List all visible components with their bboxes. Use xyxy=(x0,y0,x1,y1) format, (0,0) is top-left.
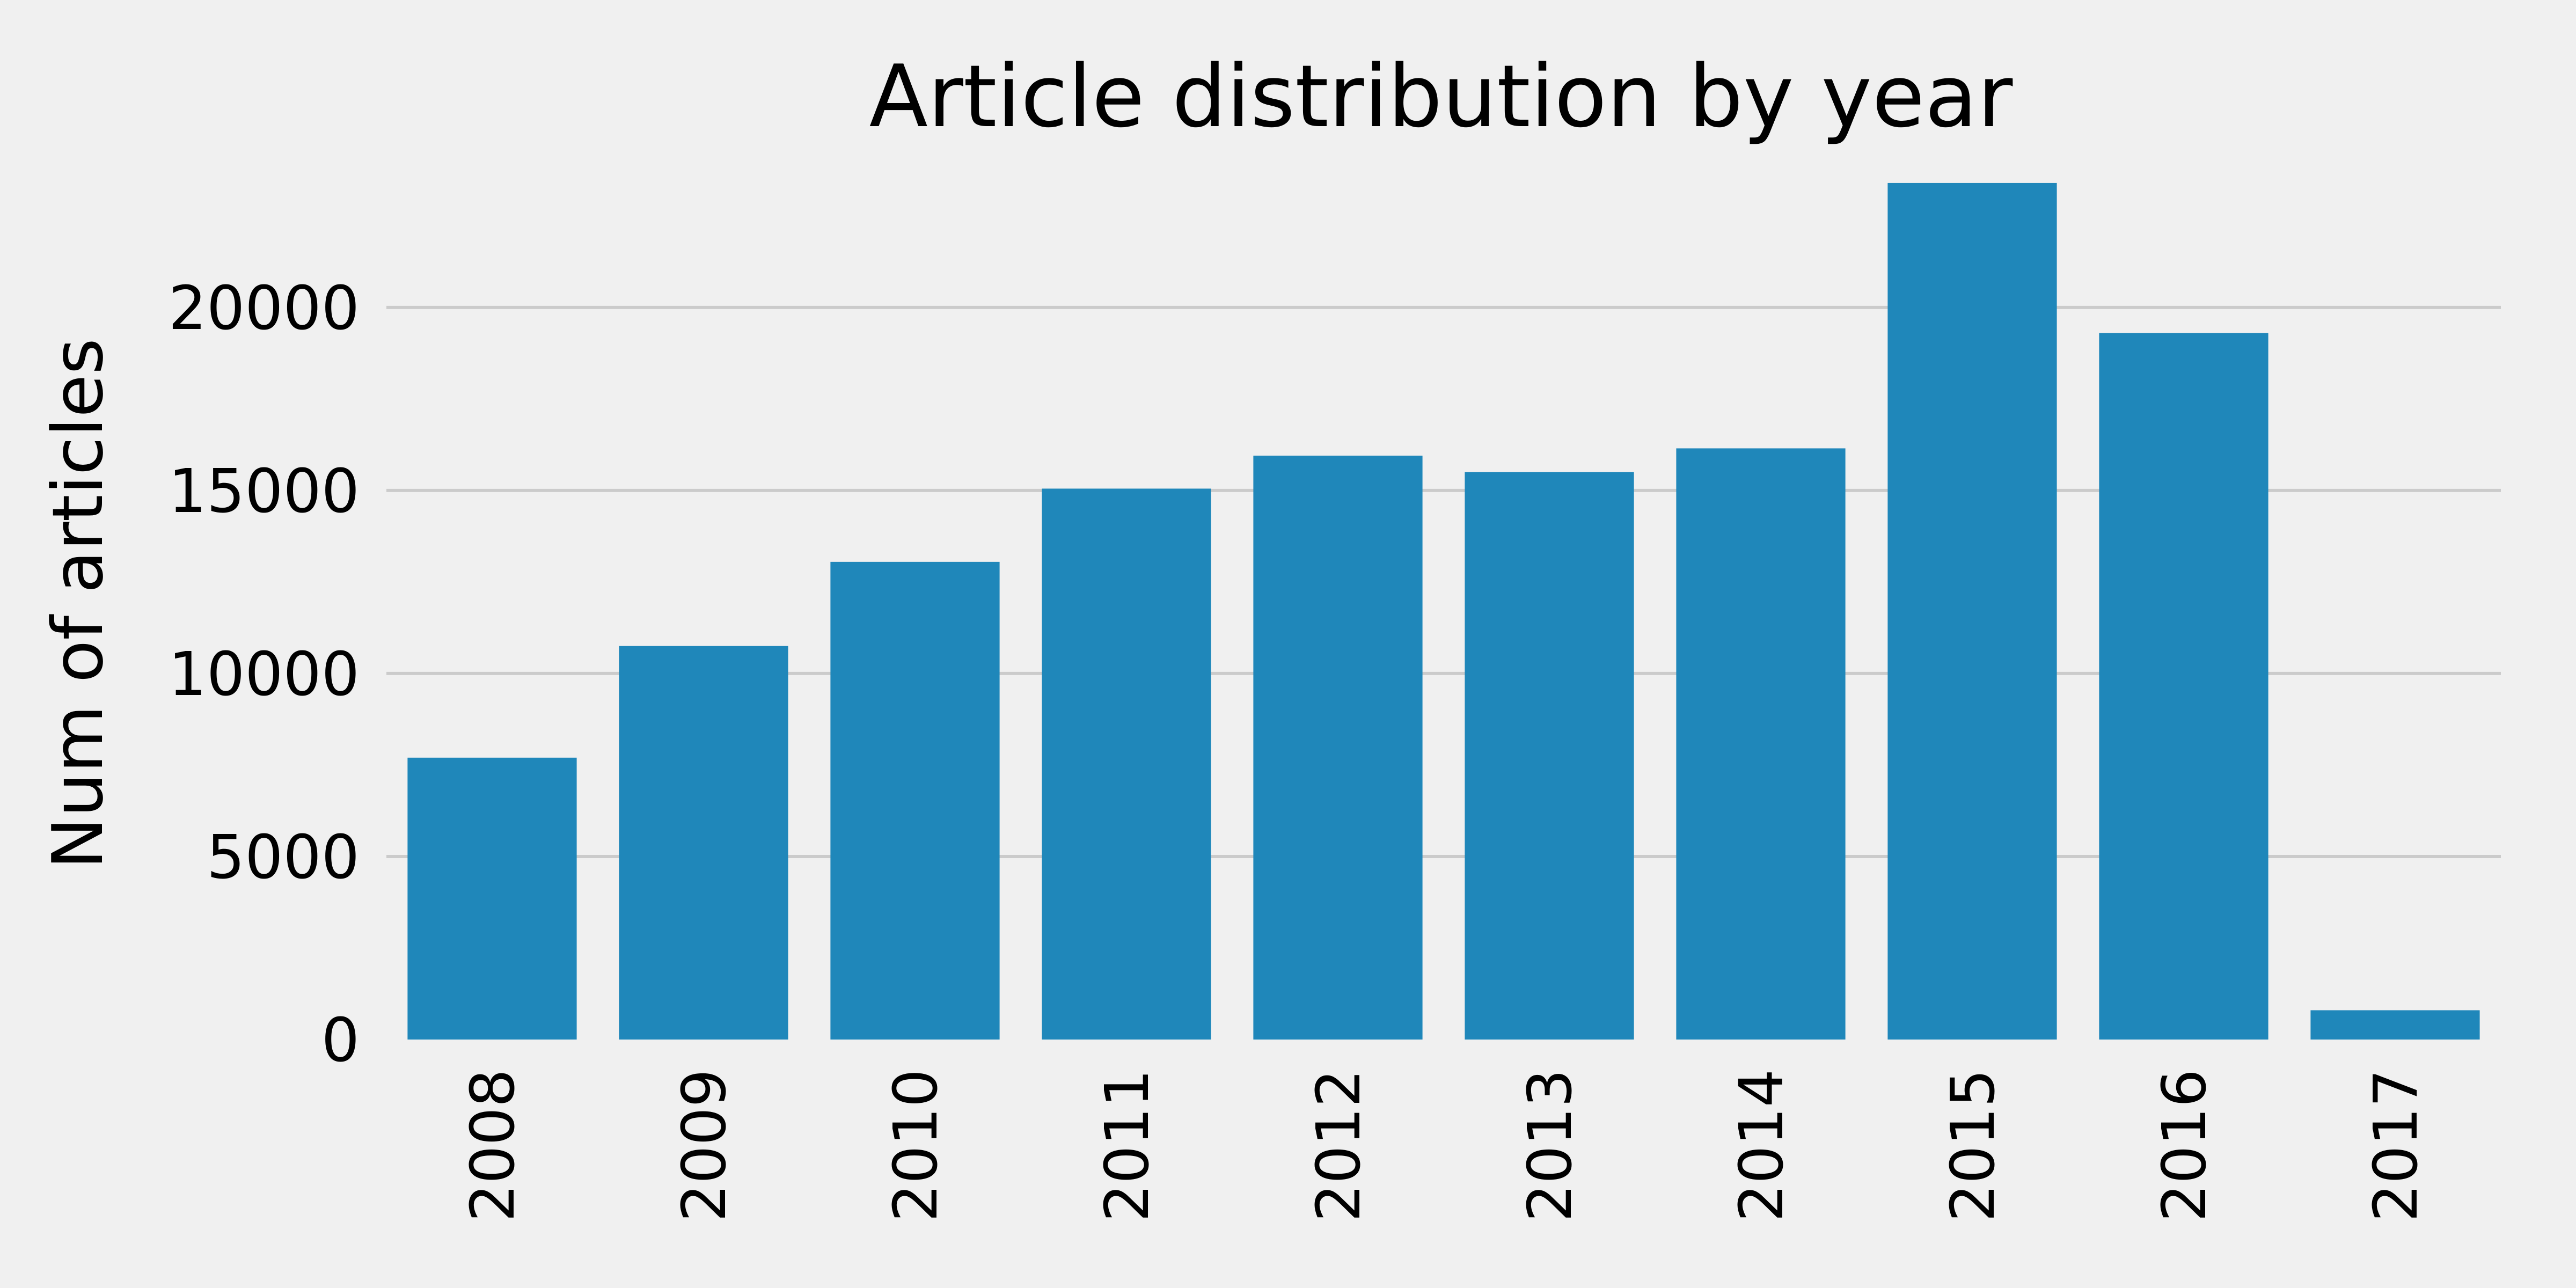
bar-2016 xyxy=(2099,333,2268,1040)
chart-title: Article distribution by year xyxy=(869,46,2013,147)
bar-2012 xyxy=(1253,456,1423,1040)
x-tick-labels: 2008 2009 2010 2011 2012 2013 2014 2015 2016 2017 xyxy=(458,1069,2431,1222)
bars xyxy=(407,182,2480,1040)
x-tick-label: 2010 xyxy=(881,1069,951,1222)
bar-2011 xyxy=(1042,488,1211,1040)
x-tick-label: 2016 xyxy=(2150,1069,2220,1222)
bar-2009 xyxy=(619,646,788,1040)
x-tick-label: 2014 xyxy=(1727,1069,1797,1222)
y-tick-labels: 0 5000 10000 15000 20000 xyxy=(169,274,360,1075)
x-tick-label: 2015 xyxy=(1938,1069,2008,1222)
bar-2010 xyxy=(830,561,1000,1040)
y-axis-label: Num of articles xyxy=(37,338,119,869)
y-tick-label: 15000 xyxy=(169,457,360,526)
bar-2013 xyxy=(1465,472,1634,1040)
bar-2017 xyxy=(2310,1010,2480,1040)
x-tick-label: 2009 xyxy=(670,1069,740,1222)
y-tick-label: 0 xyxy=(321,1006,360,1075)
x-tick-label: 2017 xyxy=(2361,1069,2431,1222)
x-tick-label: 2008 xyxy=(458,1069,528,1222)
x-tick-label: 2012 xyxy=(1304,1069,1374,1222)
y-tick-label: 20000 xyxy=(169,274,360,343)
bar-2014 xyxy=(1676,448,1846,1040)
y-tick-label: 10000 xyxy=(169,640,360,709)
bar-2008 xyxy=(407,757,577,1040)
x-tick-label: 2013 xyxy=(1516,1069,1585,1222)
bar-2015 xyxy=(1887,182,2057,1040)
x-tick-label: 2011 xyxy=(1093,1069,1162,1222)
y-tick-label: 5000 xyxy=(207,823,360,892)
